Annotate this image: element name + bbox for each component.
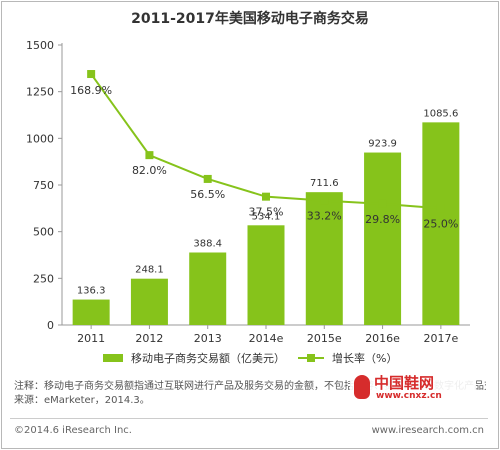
y-tick-label: 1000 bbox=[26, 132, 54, 145]
y-tick-label: 500 bbox=[33, 226, 54, 239]
x-tick-label: 2015e bbox=[307, 332, 342, 345]
bar-value-label: 136.3 bbox=[77, 286, 106, 297]
y-tick-label: 1500 bbox=[26, 39, 54, 52]
growth-point bbox=[145, 151, 154, 160]
footer-divider bbox=[10, 418, 488, 419]
growth-value-label: 82.0% bbox=[132, 164, 167, 177]
y-tick-label: 1250 bbox=[26, 86, 54, 99]
bar bbox=[364, 152, 402, 325]
bar bbox=[130, 278, 168, 325]
bar bbox=[189, 252, 227, 325]
chart-notes: 注释：移动电子商务交易额指通过互联网进行产品及服务交易的金额，不包括旅游、赛事门… bbox=[14, 380, 486, 408]
bar-value-label: 711.6 bbox=[310, 178, 339, 189]
bar-value-label: 923.9 bbox=[368, 139, 397, 150]
chart-title: 2011-2017年美国移动电子商务交易 bbox=[131, 11, 369, 27]
bar-value-label: 388.4 bbox=[193, 238, 222, 249]
y-tick-label: 750 bbox=[33, 179, 54, 192]
growth-point bbox=[378, 199, 387, 208]
x-tick-label: 2012 bbox=[135, 332, 163, 345]
bar bbox=[305, 192, 343, 325]
y-tick-label: 0 bbox=[47, 319, 54, 332]
legend-bar-label: 移动电子商务交易额（亿美元） bbox=[131, 352, 285, 365]
y-tick-label: 250 bbox=[33, 272, 54, 285]
x-tick-label: 2013 bbox=[194, 332, 222, 345]
x-tick-label: 2014e bbox=[249, 332, 284, 345]
website-link[interactable]: www.iresearch.com.cn bbox=[371, 425, 484, 436]
growth-point bbox=[436, 204, 445, 213]
bar-value-label: 1085.6 bbox=[423, 108, 458, 119]
growth-value-label: 25.0% bbox=[423, 217, 458, 230]
growth-value-label: 29.8% bbox=[365, 213, 400, 226]
watermark-text: 中国鞋网 bbox=[374, 374, 435, 392]
legend-bar-swatch bbox=[103, 354, 123, 362]
growth-point bbox=[203, 174, 212, 183]
growth-value-label: 168.9% bbox=[70, 84, 112, 97]
legend-line-swatch bbox=[298, 353, 324, 363]
growth-point bbox=[87, 70, 96, 79]
bar-value-label: 248.1 bbox=[135, 265, 164, 276]
legend-line-label: 增长率（%） bbox=[332, 352, 398, 365]
bar-value-label: 534.1 bbox=[252, 211, 281, 222]
watermark-logo: 中国鞋网 www.cnxz.cn bbox=[350, 372, 476, 402]
x-tick-label: 2017e bbox=[423, 332, 458, 345]
growth-point bbox=[320, 196, 329, 205]
growth-value-label: 37.5% bbox=[249, 206, 284, 219]
x-tick-label: 2016e bbox=[365, 332, 400, 345]
bar bbox=[422, 122, 460, 325]
footprint-icon bbox=[354, 375, 370, 399]
copyright-text: ©2014.6 iResearch Inc. bbox=[14, 425, 132, 436]
legend-item-bar: 移动电子商务交易额（亿美元） bbox=[103, 350, 285, 366]
bar bbox=[247, 225, 285, 325]
x-tick-label: 2011 bbox=[77, 332, 105, 345]
note-line: 注释：移动电子商务交易额指通过互联网进行产品及服务交易的金额，不包括旅游、赛事门… bbox=[14, 381, 486, 392]
source-line: 来源：eMarketer，2014.3。 bbox=[14, 395, 150, 406]
growth-value-label: 56.5% bbox=[190, 188, 225, 201]
growth-point bbox=[262, 192, 270, 201]
bar bbox=[72, 299, 110, 325]
legend-item-line: 增长率（%） bbox=[298, 350, 397, 366]
watermark-url: www.cnxz.cn bbox=[376, 391, 442, 401]
growth-value-label: 33.2% bbox=[307, 210, 342, 223]
